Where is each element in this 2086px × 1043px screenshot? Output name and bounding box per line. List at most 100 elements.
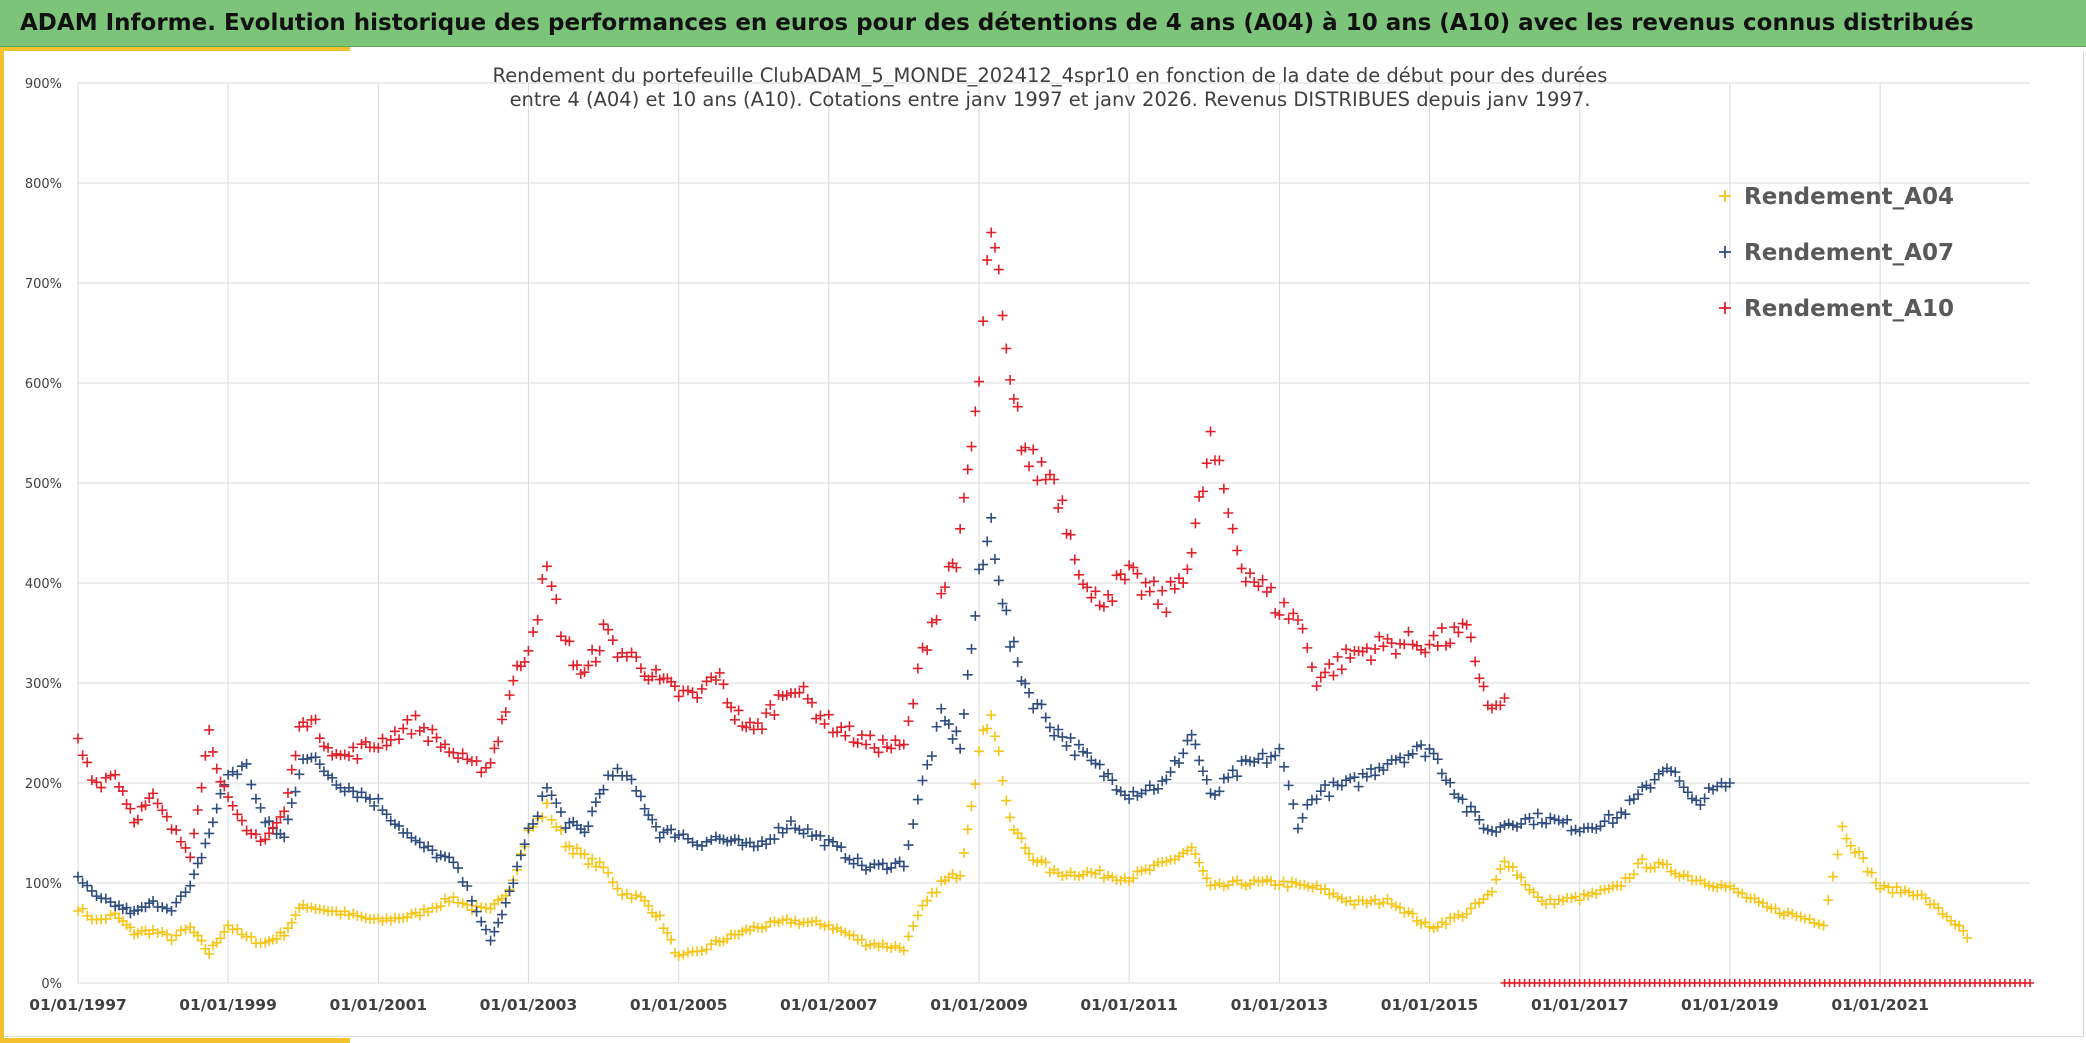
data-point xyxy=(1832,849,1843,860)
data-point xyxy=(587,806,598,817)
data-point xyxy=(1249,875,1260,886)
data-point xyxy=(903,931,914,942)
data-point xyxy=(890,940,901,951)
data-point xyxy=(922,759,933,770)
data-point xyxy=(1057,731,1068,742)
data-point xyxy=(157,805,168,816)
data-point xyxy=(639,895,650,906)
legend-item-rendement-a04: Rendement_A04 xyxy=(1719,184,1954,210)
legend: Rendement_A04 Rendement_A07 Rendement_A10 xyxy=(1719,184,1954,322)
data-point xyxy=(765,699,776,710)
data-point xyxy=(1148,576,1159,587)
data-point xyxy=(1699,878,1710,889)
data-point xyxy=(1236,563,1247,574)
data-point xyxy=(1190,849,1201,860)
data-point xyxy=(1257,748,1268,759)
data-point xyxy=(631,652,642,663)
data-point xyxy=(161,903,172,914)
data-point xyxy=(840,927,851,938)
data-point xyxy=(882,864,893,875)
data-point xyxy=(200,943,211,954)
data-point xyxy=(1345,652,1356,663)
data-point xyxy=(282,923,293,934)
data-point xyxy=(635,791,646,802)
data-point xyxy=(1128,786,1139,797)
data-point xyxy=(1266,582,1277,593)
data-point xyxy=(777,915,788,926)
data-point xyxy=(993,264,1004,275)
data-point xyxy=(310,714,321,725)
data-point xyxy=(1332,891,1343,902)
data-point xyxy=(343,751,354,762)
data-point xyxy=(761,839,772,850)
data-point xyxy=(1858,853,1869,864)
data-point xyxy=(1716,879,1727,890)
banner-title: ADAM Informe. Evolution historique des p… xyxy=(20,10,1974,36)
data-point xyxy=(974,746,985,757)
data-point xyxy=(741,722,752,733)
data-point xyxy=(1279,761,1290,772)
data-point xyxy=(1341,644,1352,655)
data-point xyxy=(898,861,909,872)
data-point xyxy=(1261,758,1272,769)
data-point xyxy=(431,902,442,913)
data-point xyxy=(1524,812,1535,823)
data-point xyxy=(1132,568,1143,579)
data-point xyxy=(1737,888,1748,899)
y-tick-label: 500% xyxy=(25,477,62,492)
data-point xyxy=(1178,578,1189,589)
data-point xyxy=(1236,756,1247,767)
data-point xyxy=(1053,502,1064,513)
data-point xyxy=(1823,895,1834,906)
data-point xyxy=(958,847,969,858)
data-point xyxy=(148,788,159,799)
data-point xyxy=(152,927,163,938)
data-point xyxy=(1399,907,1410,918)
data-point xyxy=(356,911,367,922)
data-point xyxy=(1499,693,1510,703)
data-point xyxy=(493,736,504,747)
data-point xyxy=(1012,401,1023,412)
data-point xyxy=(211,803,222,814)
data-point xyxy=(500,706,511,717)
data-point xyxy=(856,860,867,871)
data-point xyxy=(246,779,257,790)
data-point xyxy=(594,857,605,868)
data-point xyxy=(373,742,384,753)
data-point xyxy=(1201,774,1212,785)
data-point xyxy=(1061,740,1072,751)
data-point xyxy=(318,904,329,915)
data-point xyxy=(1682,870,1693,881)
data-point xyxy=(982,255,993,266)
data-point xyxy=(1245,568,1255,579)
data-point xyxy=(1620,809,1631,820)
data-point xyxy=(827,836,838,847)
data-point xyxy=(912,663,923,674)
data-point xyxy=(1361,771,1372,782)
data-point xyxy=(696,840,707,851)
data-point xyxy=(1223,507,1234,518)
data-point xyxy=(132,814,143,825)
data-point xyxy=(936,588,947,599)
data-point xyxy=(1532,808,1543,819)
data-point xyxy=(1040,474,1051,485)
data-point xyxy=(286,917,297,928)
data-point xyxy=(1470,656,1481,667)
data-point xyxy=(966,643,977,654)
data-point xyxy=(701,944,712,955)
series-rendement-a07 xyxy=(73,512,1735,946)
data-point xyxy=(718,679,729,690)
data-point xyxy=(1678,782,1689,793)
data-point xyxy=(1520,879,1531,890)
data-point xyxy=(352,910,363,921)
data-point xyxy=(1016,833,1027,844)
data-point xyxy=(457,748,468,759)
data-point xyxy=(603,624,614,635)
data-point xyxy=(1044,722,1055,733)
data-point xyxy=(785,816,796,827)
data-point xyxy=(1495,700,1506,711)
data-point xyxy=(1005,812,1016,823)
data-point xyxy=(157,902,168,913)
y-tick-label: 700% xyxy=(25,277,62,292)
data-point xyxy=(1111,784,1122,795)
